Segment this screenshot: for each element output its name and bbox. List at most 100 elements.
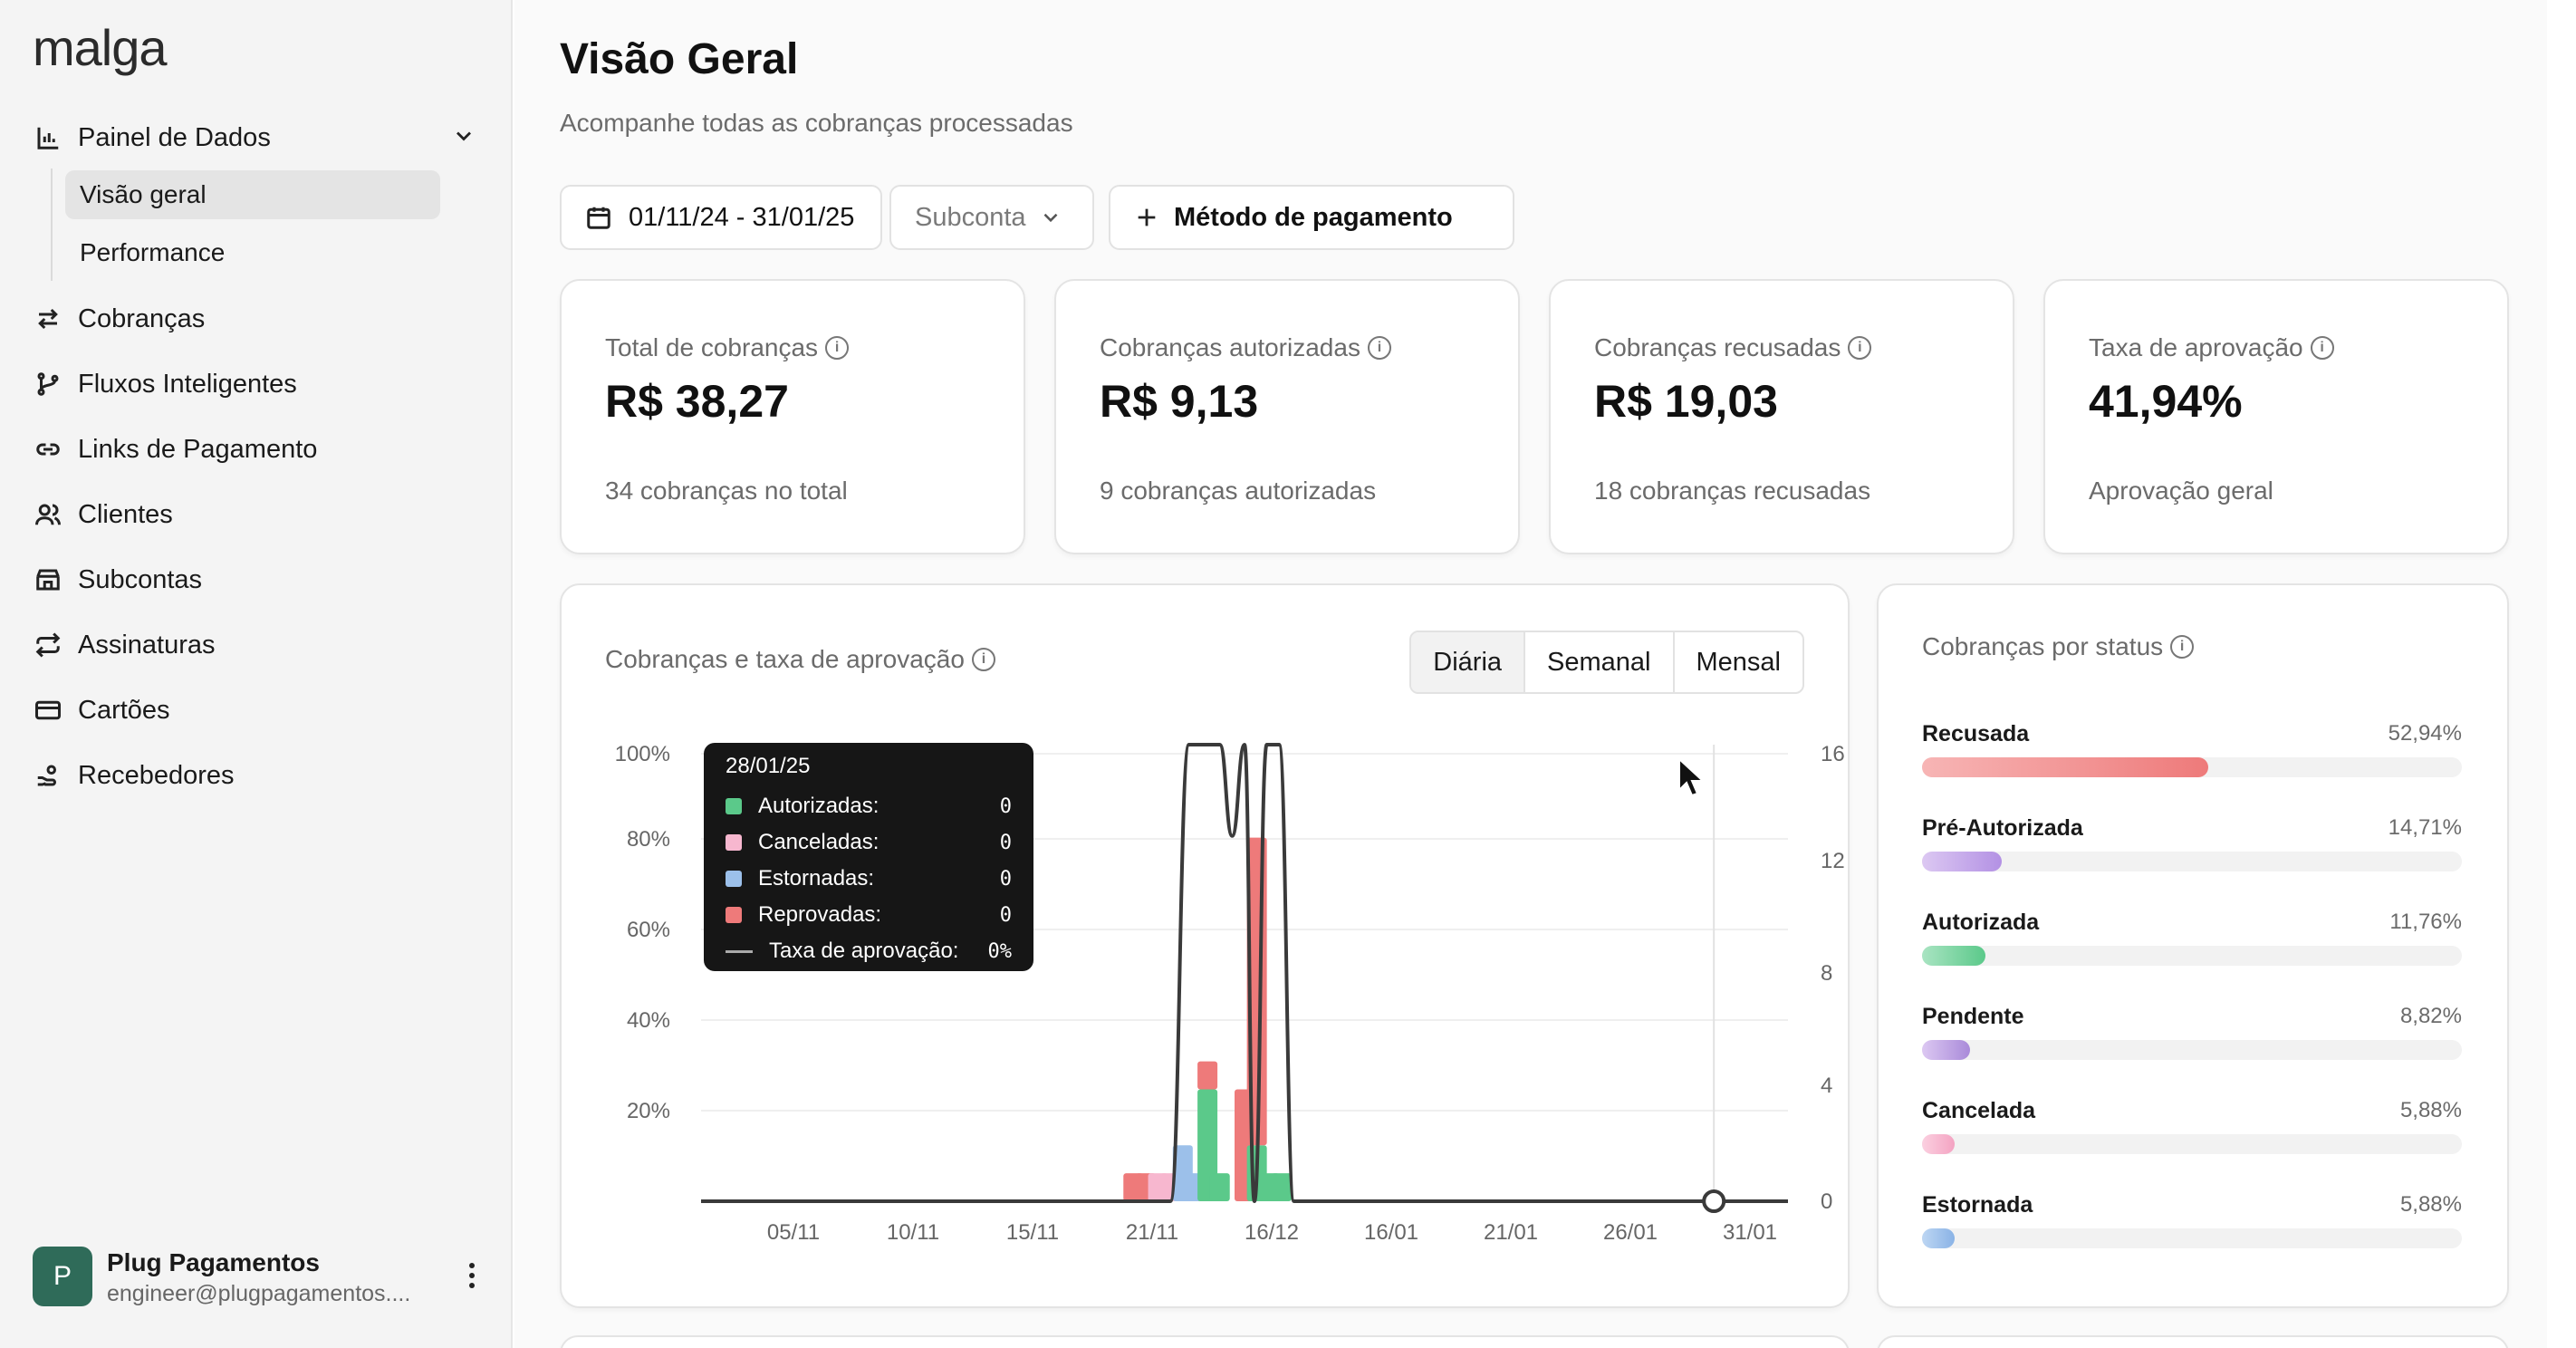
date-range-picker[interactable]: 01/11/24 - 31/01/25 [560, 185, 882, 250]
payment-method-filter[interactable]: Método de pagamento [1109, 185, 1514, 250]
submenu-guide-line [51, 168, 53, 281]
sidebar-item-label: Fluxos Inteligentes [78, 369, 297, 399]
chart-card: Cobranças e taxa de aprovação i Diária Se… [560, 583, 1850, 1308]
x-tick-label: 05/11 [767, 1220, 820, 1245]
payment-method-label: Método de pagamento [1174, 202, 1453, 232]
users-icon [33, 499, 63, 530]
bar-segment-autorizadas [1271, 1173, 1292, 1201]
subaccount-select[interactable]: Subconta [889, 185, 1094, 250]
bar-segment-reprovadas [1197, 1061, 1218, 1090]
legend-swatch [726, 834, 742, 851]
status-row: Pendente 8,82% [1922, 1004, 2462, 1060]
status-name: Recusada [1922, 721, 2030, 746]
info-icon[interactable]: i [1848, 336, 1872, 360]
sidebar-item-cartoes[interactable]: Cartões [33, 685, 476, 736]
status-name: Cancelada [1922, 1098, 2036, 1123]
lower-card [1877, 1335, 2509, 1348]
sidebar-item-assinaturas[interactable]: Assinaturas [33, 620, 476, 670]
tooltip-row: Canceladas: 0 [726, 824, 1012, 861]
info-icon[interactable]: i [2170, 635, 2195, 659]
kpi-label: Total de cobranças i [605, 333, 850, 362]
info-icon[interactable]: i [2310, 336, 2334, 360]
status-bar-track [1922, 852, 2462, 871]
y-left-tick-label: 80% [627, 827, 670, 852]
logo: malga [33, 19, 168, 76]
tab-semanal[interactable]: Semanal [1523, 632, 1672, 692]
tooltip-row: Reprovadas: 0 [726, 897, 1012, 933]
sidebar-item-fluxos[interactable]: Fluxos Inteligentes [33, 359, 476, 409]
git-branch-icon [33, 369, 63, 400]
period-toggle: Diária Semanal Mensal [1409, 631, 1804, 694]
y-left-tick-label: 100% [615, 742, 670, 766]
sidebar-subitem-visao-geral[interactable]: Visão geral [65, 170, 440, 219]
status-percentage: 5,88% [2399, 1192, 2462, 1217]
tooltip-date: 28/01/25 [726, 754, 811, 778]
sidebar-item-label: Subcontas [78, 564, 203, 594]
info-icon[interactable]: i [1367, 336, 1391, 360]
kpi-value: R$ 38,27 [605, 376, 789, 427]
status-bar-fill [1922, 1228, 1955, 1248]
tab-diaria[interactable]: Diária [1411, 632, 1524, 692]
sidebar-item-label: Cartões [78, 695, 170, 725]
kpi-label: Cobranças recusadas i [1594, 333, 1872, 362]
status-row: Cancelada 5,88% [1922, 1098, 2462, 1154]
chart-tooltip: 28/01/25 Autorizadas: 0 Canceladas: 0 Esto… [704, 743, 1033, 971]
status-row: Recusada 52,94% [1922, 721, 2462, 777]
legend-line [726, 949, 753, 953]
kpi-value: R$ 9,13 [1100, 376, 1259, 427]
user-account[interactable]: P Plug Pagamentos engineer@plugpagamento… [33, 1245, 485, 1308]
sidebar-item-clientes[interactable]: Clientes [33, 489, 476, 540]
main-content: Visão Geral Acompanhe todas as cobranças… [514, 0, 2547, 1348]
hover-point [1702, 1189, 1726, 1213]
tooltip-row: Estornadas: 0 [726, 861, 1012, 897]
approval-rate-line [701, 742, 1788, 1204]
x-tick-label: 31/01 [1723, 1220, 1777, 1245]
legend-swatch [726, 871, 742, 887]
status-bar-fill [1922, 757, 2208, 777]
subaccount-placeholder: Subconta [915, 202, 1026, 232]
sidebar-item-label: Cobranças [78, 303, 206, 333]
arrows-exchange-icon [33, 303, 63, 334]
credit-card-icon [33, 695, 63, 726]
sidebar: malga Painel de Dados Visão geral Perfor… [0, 0, 513, 1348]
page-title: Visão Geral [560, 35, 799, 83]
sidebar-item-recebedores[interactable]: Recebedores [33, 750, 476, 801]
tab-mensal[interactable]: Mensal [1672, 632, 1803, 692]
status-bar-track [1922, 1040, 2462, 1060]
sidebar-item-subcontas[interactable]: Subcontas [33, 554, 476, 605]
sidebar-item-painel-de-dados[interactable]: Painel de Dados [33, 112, 476, 163]
chart-title: Cobranças e taxa de aprovação i [605, 645, 995, 674]
status-name: Autorizada [1922, 910, 2040, 935]
bar-chart-icon [33, 122, 63, 153]
sidebar-item-links[interactable]: Links de Pagamento [33, 424, 476, 475]
status-percentage: 52,94% [2388, 721, 2462, 746]
page-subtitle: Acompanhe todas as cobranças processadas [560, 109, 1073, 137]
sidebar-item-label: Painel de Dados [78, 122, 271, 152]
tooltip-row: Autorizadas: 0 [726, 788, 1012, 824]
chevron-down-icon[interactable] [451, 123, 476, 156]
status-name: Pendente [1922, 1004, 2024, 1029]
link-icon [33, 434, 63, 465]
info-icon[interactable]: i [971, 648, 995, 671]
y-left-tick-label: 60% [627, 918, 670, 942]
sidebar-item-label: Links de Pagamento [78, 434, 318, 464]
sidebar-subitem-performance[interactable]: Performance [80, 238, 226, 266]
x-tick-label: 16/12 [1245, 1220, 1299, 1245]
kpi-label: Cobranças autorizadas i [1100, 333, 1391, 362]
tooltip-row: Taxa de aprovação: 0% [726, 933, 1012, 969]
date-range-value: 01/11/24 - 31/01/25 [629, 202, 855, 232]
kpi-label: Taxa de aprovação i [2089, 333, 2334, 362]
status-bar-track [1922, 757, 2462, 777]
y-right-tick-label: 16 [1821, 742, 1845, 766]
x-tick-label: 26/01 [1603, 1220, 1658, 1245]
sidebar-item-cobrancas[interactable]: Cobranças [33, 294, 476, 344]
kpi-footnote: 9 cobranças autorizadas [1100, 477, 1377, 505]
chevron-down-icon [1043, 213, 1057, 223]
legend-swatch [726, 907, 742, 923]
info-icon[interactable]: i [825, 336, 850, 360]
more-vertical-icon[interactable] [458, 1257, 485, 1294]
x-tick-label: 21/11 [1126, 1220, 1178, 1245]
kpi-footnote: 34 cobranças no total [605, 477, 848, 505]
status-percentage: 5,88% [2399, 1098, 2462, 1122]
status-bar-fill [1922, 1134, 1955, 1154]
